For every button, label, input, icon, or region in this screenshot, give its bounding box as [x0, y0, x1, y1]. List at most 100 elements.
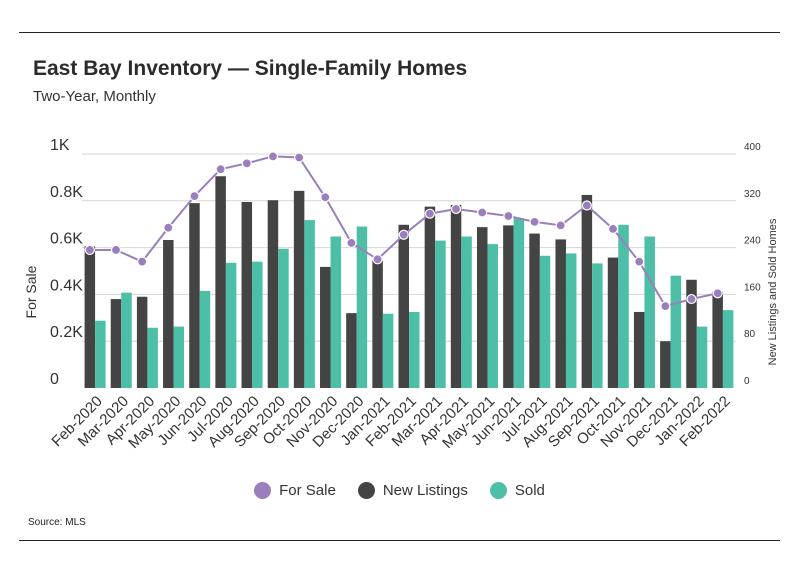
bar-sold — [461, 236, 472, 388]
legend-item-new-listings: New Listings — [357, 482, 468, 499]
legend-swatch-for-sale — [254, 482, 272, 499]
point-for-sale — [450, 203, 462, 215]
bar-sold — [382, 313, 394, 388]
bar-new-listings — [215, 176, 226, 388]
point-for-sale — [503, 210, 514, 222]
bar-sold — [539, 255, 551, 388]
bar-sold — [722, 310, 734, 388]
y-tick-label: 0.2K — [50, 324, 83, 341]
point-for-sale — [163, 222, 174, 233]
bar-new-listings — [267, 200, 279, 388]
bar-sold — [252, 261, 263, 388]
bar-new-listings — [84, 246, 96, 388]
y-tick-label: 0.4K — [50, 277, 83, 294]
point-for-sale — [84, 244, 95, 256]
bar-sold — [409, 311, 420, 388]
point-for-sale — [137, 256, 148, 267]
bar-sold — [95, 320, 106, 388]
bar-new-listings — [320, 266, 331, 388]
bar-new-listings — [607, 257, 619, 388]
bar-sold — [330, 236, 342, 388]
point-for-sale — [686, 293, 697, 305]
bar-new-listings — [293, 190, 305, 388]
bar-new-listings — [476, 227, 488, 388]
point-for-sale — [215, 164, 226, 175]
point-for-sale — [477, 207, 488, 218]
bar-sold — [278, 248, 289, 388]
bar-new-listings — [660, 341, 671, 388]
bar-new-listings — [163, 239, 174, 388]
bar-new-listings — [555, 239, 566, 388]
legend-item-for-sale: For Sale — [254, 482, 336, 499]
point-for-sale — [634, 256, 645, 267]
point-for-sale — [555, 220, 566, 231]
bar-sold — [304, 220, 315, 388]
bar-new-listings — [633, 311, 645, 388]
bar-sold — [618, 224, 629, 388]
bar-new-listings — [424, 206, 436, 388]
y2-tick-label: 160 — [744, 282, 761, 293]
legend-label-new-listings: New Listings — [382, 482, 468, 499]
bar-new-listings — [241, 201, 253, 388]
bar-sold — [225, 262, 237, 388]
bar-new-listings — [712, 291, 723, 388]
chart-legend: For Sale New Listings Sold — [0, 482, 799, 499]
y2-tick-label: 240 — [744, 236, 761, 247]
point-for-sale — [607, 223, 619, 234]
point-for-sale — [372, 254, 383, 265]
bar-new-listings — [529, 233, 540, 388]
bar-sold — [696, 326, 708, 388]
bar-sold — [644, 236, 655, 388]
point-for-sale — [529, 216, 540, 227]
bar-sold — [565, 253, 577, 388]
bar-sold — [356, 226, 368, 388]
chart-subtitle: Two-Year, Monthly — [33, 88, 156, 105]
y2-tick-label: 0 — [744, 376, 750, 387]
bar-sold — [121, 292, 132, 388]
y2-tick-label: 400 — [744, 142, 761, 153]
bar-sold — [592, 263, 603, 388]
legend-label-for-sale: For Sale — [279, 482, 336, 499]
point-for-sale — [660, 301, 671, 312]
point-for-sale — [398, 229, 409, 240]
bar-sold — [435, 240, 446, 388]
point-for-sale — [267, 151, 279, 162]
bar-new-listings — [581, 194, 593, 388]
top-rule — [19, 32, 780, 33]
bar-sold — [487, 244, 498, 388]
point-for-sale — [320, 192, 331, 203]
bar-new-listings — [686, 279, 697, 388]
bar-new-listings — [136, 296, 148, 388]
bar-sold — [513, 218, 525, 388]
bar-new-listings — [346, 313, 357, 388]
y-axis-title: For Sale — [23, 265, 39, 318]
bar-new-listings — [189, 203, 200, 388]
y-tick-label: 0 — [50, 371, 59, 388]
y2-tick-label: 80 — [744, 329, 756, 340]
source-note: Source: MLS — [28, 517, 86, 528]
legend-swatch-new-listings — [357, 482, 375, 499]
point-for-sale — [424, 208, 436, 219]
bar-new-listings — [110, 299, 122, 388]
point-for-sale — [712, 288, 723, 299]
legend-label-sold: Sold — [514, 482, 545, 499]
y-tick-label: 0.8K — [50, 184, 83, 201]
bar-new-listings — [398, 224, 409, 388]
chart-title: East Bay Inventory — Single-Family Homes — [33, 57, 468, 80]
point-for-sale — [581, 200, 592, 211]
y-tick-label: 1K — [50, 137, 70, 154]
legend-swatch-sold — [489, 482, 507, 499]
point-for-sale — [241, 158, 252, 169]
bar-sold — [173, 326, 185, 388]
y2-tick-label: 320 — [744, 189, 761, 200]
point-for-sale — [189, 191, 200, 202]
bar-new-listings — [450, 204, 462, 388]
bottom-rule — [19, 540, 780, 541]
point-for-sale — [110, 244, 122, 256]
bar-new-listings — [372, 260, 383, 388]
y2-axis-title: New Listings and Sold Homes — [767, 218, 779, 365]
bar-sold — [147, 327, 158, 388]
bar-sold — [199, 290, 211, 388]
point-for-sale — [346, 237, 357, 249]
